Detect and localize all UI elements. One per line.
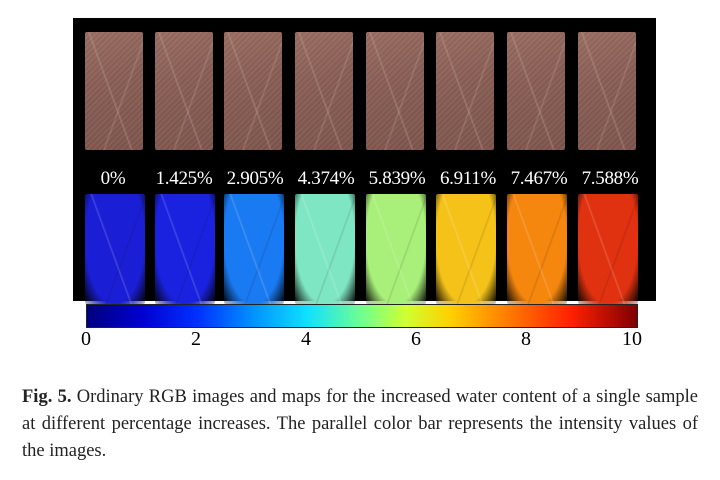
colorbar-tick-label: 8 (521, 328, 531, 350)
intensity-map-image (155, 194, 215, 304)
colorbar-tick-label: 10 (622, 328, 642, 350)
water-content-label: 7.588% (581, 168, 639, 189)
rgb-sample-image (295, 32, 353, 150)
figure-number: Fig. 5. (22, 387, 72, 407)
figure-caption: Fig. 5. Ordinary RGB images and maps for… (22, 384, 698, 465)
rgb-sample-image (578, 32, 636, 150)
water-content-label: 1.425% (155, 168, 213, 189)
intensity-map-image (578, 194, 638, 304)
colorbar-tick-label: 0 (81, 328, 91, 350)
intensity-map-image (224, 194, 284, 304)
colorbar-tick-label: 4 (301, 328, 311, 350)
water-content-label: 0% (100, 168, 126, 189)
intensity-map-image (295, 194, 355, 304)
intensity-map-image (366, 194, 426, 304)
intensity-map-image (85, 194, 145, 304)
water-content-label: 6.911% (439, 168, 497, 189)
water-content-label: 7.467% (510, 168, 568, 189)
water-content-label: 4.374% (297, 168, 355, 189)
intensity-map-image (507, 194, 567, 304)
rgb-sample-image (436, 32, 494, 150)
caption-text: Ordinary RGB images and maps for the inc… (22, 387, 698, 461)
colorbar-tick-label: 2 (191, 328, 201, 350)
water-content-label: 5.839% (368, 168, 426, 189)
colorbar-tick-label: 6 (411, 328, 421, 350)
figure-panel: 0% 1.425% 2.905% 4.374% 5.839% 6.911% 7.… (73, 18, 656, 304)
rgb-sample-image (507, 32, 565, 150)
rgb-sample-image (155, 32, 213, 150)
rgb-sample-image (224, 32, 282, 150)
intensity-map-image (436, 194, 496, 304)
rgb-sample-image (366, 32, 424, 150)
color-bar (86, 304, 638, 328)
water-content-label: 2.905% (226, 168, 284, 189)
rgb-sample-image (85, 32, 143, 150)
